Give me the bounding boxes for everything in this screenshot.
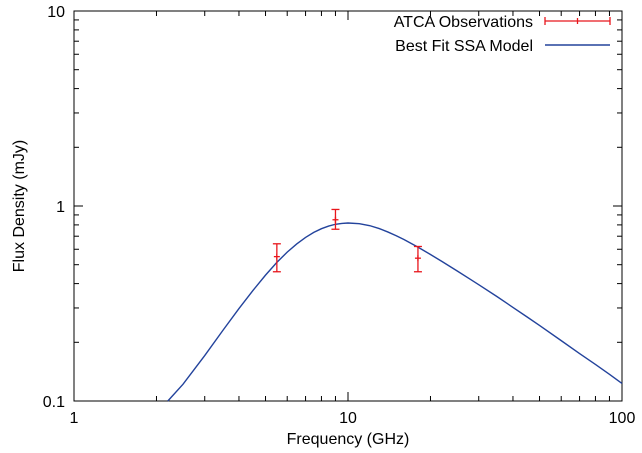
y-axis-label: Flux Density (mJy) — [11, 140, 28, 272]
minor-ticks — [74, 11, 622, 401]
legend: ATCA Observations Best Fit SSA Model — [394, 14, 611, 55]
x-tick-label: 1 — [70, 410, 79, 427]
y-tick-label: 10 — [47, 4, 65, 21]
y-tick-label: 0.1 — [43, 394, 65, 411]
plot-frame — [73, 10, 623, 402]
observation-point — [331, 208, 340, 230]
legend-marker-observations — [544, 17, 611, 25]
observation-point — [272, 243, 281, 273]
legend-label-observations: ATCA Observations — [394, 14, 533, 31]
major-ticks — [73, 10, 623, 402]
x-tick-labels: 1 10 100 — [70, 410, 636, 427]
observation-point — [413, 245, 422, 273]
x-tick-label: 100 — [609, 410, 636, 427]
legend-label-model: Best Fit SSA Model — [395, 38, 533, 55]
y-tick-label: 1 — [56, 199, 65, 216]
y-tick-labels: 0.1 1 10 — [43, 4, 65, 411]
x-axis-label: Frequency (GHz) — [287, 431, 410, 448]
model-line — [167, 222, 623, 402]
model-line-group — [167, 222, 623, 402]
x-tick-label: 10 — [339, 410, 357, 427]
observations-group — [272, 208, 422, 273]
